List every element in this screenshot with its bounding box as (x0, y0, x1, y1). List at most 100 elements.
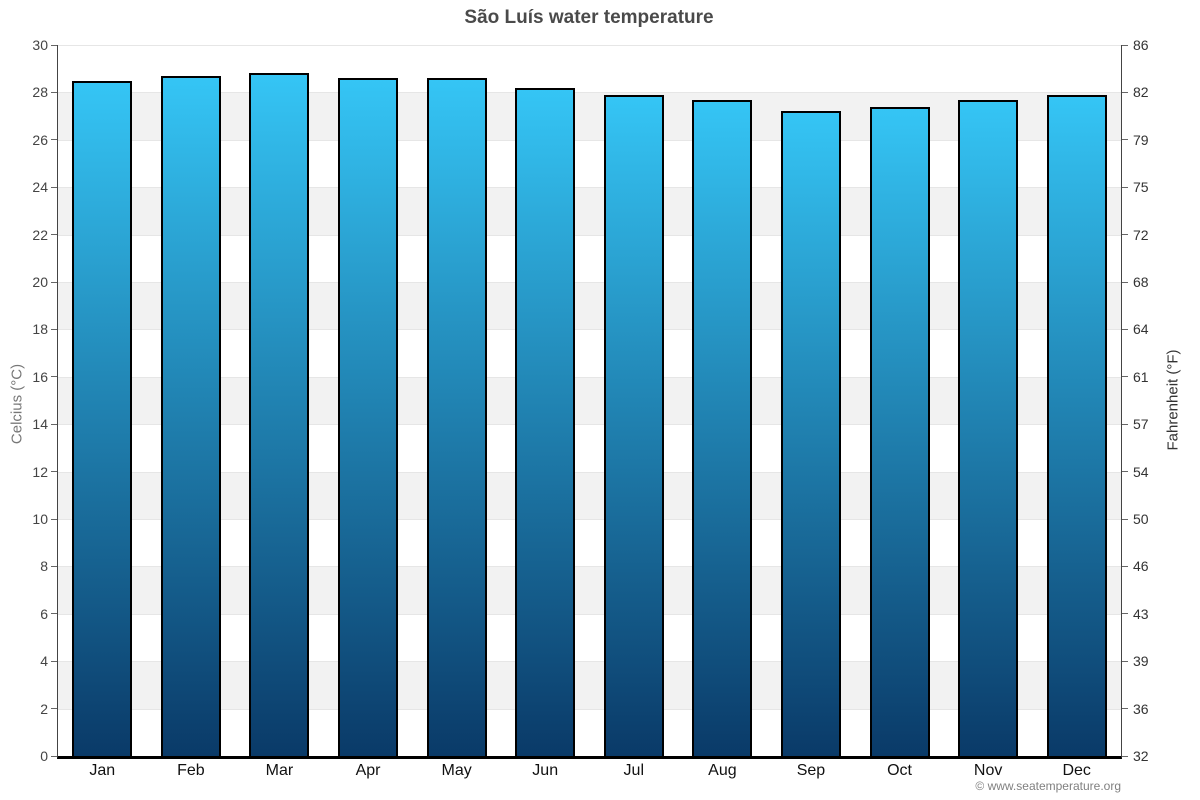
bar-jul[interactable] (603, 94, 664, 756)
bar-may[interactable] (426, 78, 487, 756)
gridline (58, 708, 1121, 710)
y-tick-label-fahrenheit: 57 (1133, 416, 1149, 433)
y-tick-label-fahrenheit: 50 (1133, 511, 1149, 527)
y-tick-mark-left (51, 234, 57, 236)
x-tick-label-jul: Jul (623, 762, 645, 779)
y-tick-mark-left (51, 139, 57, 141)
y-tick-mark-left (51, 44, 57, 46)
y-tick-label-celsius: 6 (40, 605, 48, 622)
plot-band (58, 519, 1121, 567)
y-tick-mark-left (51, 186, 57, 188)
x-tick-label-mar: Mar (265, 762, 294, 779)
plot-band (58, 376, 1121, 425)
y-tick-mark-right (1122, 139, 1128, 141)
y-axis-label-fahrenheit: Fahrenheit (°F) (1164, 349, 1182, 451)
y-tick-label-fahrenheit: 46 (1133, 558, 1149, 575)
gridline (58, 566, 1121, 568)
y-tick-mark-left (51, 471, 57, 473)
chart-title: São Luís water temperature (464, 7, 714, 28)
y-tick-label-fahrenheit: 39 (1133, 653, 1149, 670)
bar-apr[interactable] (338, 78, 399, 756)
bar-feb[interactable] (160, 75, 221, 756)
x-tick-label-aug: Aug (708, 762, 737, 779)
y-tick-mark-left (51, 281, 57, 283)
plot-band (58, 424, 1121, 472)
y-tick-label-fahrenheit: 79 (1133, 131, 1149, 148)
y-tick-mark-right (1122, 565, 1128, 567)
y-tick-label-fahrenheit: 75 (1133, 179, 1149, 196)
x-tick-label-jan: Jan (89, 762, 116, 779)
bar-sep[interactable] (780, 111, 841, 756)
x-tick-label-feb: Feb (177, 762, 205, 779)
plot-band (58, 566, 1121, 614)
y-tick-mark-left (51, 565, 57, 567)
gridline (58, 187, 1121, 189)
y-tick-mark-left (51, 423, 57, 425)
y-tick-label-fahrenheit: 86 (1133, 37, 1149, 53)
y-tick-label-fahrenheit: 72 (1133, 226, 1149, 243)
attribution-link[interactable]: © www.seatemperature.org (975, 779, 1121, 793)
y-tick-mark-right (1122, 91, 1128, 93)
plot-band (58, 329, 1121, 377)
y-tick-label-fahrenheit: 61 (1133, 368, 1149, 385)
y-tick-label-celsius: 20 (32, 274, 48, 290)
gridline (58, 613, 1121, 615)
y-tick-mark-right (1122, 328, 1128, 330)
plot-band (58, 613, 1121, 662)
bar-nov[interactable] (958, 99, 1019, 756)
y-tick-mark-right (1122, 708, 1128, 710)
y-tick-label-fahrenheit: 54 (1133, 463, 1149, 480)
y-tick-label-celsius: 0 (40, 748, 48, 764)
y-tick-label-fahrenheit: 32 (1133, 748, 1149, 764)
y-tick-label-celsius: 10 (32, 511, 48, 527)
y-tick-label-celsius: 12 (32, 463, 48, 480)
plot-band (58, 282, 1121, 330)
x-tick-label-sep: Sep (796, 762, 826, 779)
plot-band (58, 471, 1121, 519)
x-tick-label-apr: Apr (355, 762, 381, 779)
gridline (58, 92, 1121, 94)
x-tick-label-dec: Dec (1062, 762, 1091, 779)
y-tick-label-celsius: 24 (32, 179, 48, 196)
x-tick-label-may: May (441, 762, 472, 779)
gridline (58, 376, 1121, 378)
y-tick-mark-left (51, 518, 57, 520)
bar-jun[interactable] (515, 87, 576, 756)
y-tick-mark-left (51, 376, 57, 378)
y-tick-label-celsius: 18 (32, 321, 48, 338)
bar-jan[interactable] (72, 80, 133, 756)
plot-band (58, 45, 1121, 93)
plot-band (58, 92, 1121, 140)
y-tick-mark-right (1122, 234, 1128, 236)
bar-aug[interactable] (692, 99, 753, 756)
gridline (58, 471, 1121, 473)
y-tick-label-celsius: 16 (32, 368, 48, 385)
y-tick-mark-right (1122, 660, 1128, 662)
y-tick-label-fahrenheit: 68 (1133, 274, 1149, 290)
y-tick-label-celsius: 4 (40, 653, 48, 670)
y-tick-mark-right (1122, 44, 1128, 46)
bar-mar[interactable] (249, 73, 310, 756)
y-tick-mark-right (1122, 755, 1128, 757)
y-tick-mark-right (1122, 423, 1128, 425)
y-tick-label-celsius: 14 (32, 416, 48, 433)
y-tick-label-celsius: 2 (40, 700, 48, 717)
bar-oct[interactable] (869, 106, 930, 756)
y-tick-label-fahrenheit: 36 (1133, 700, 1149, 717)
y-tick-label-fahrenheit: 82 (1133, 84, 1149, 101)
gridline (58, 424, 1121, 426)
y-tick-label-fahrenheit: 64 (1133, 321, 1149, 338)
plot-band (58, 708, 1121, 756)
y-tick-mark-left (51, 91, 57, 93)
gridline (58, 282, 1121, 283)
y-tick-mark-left (51, 708, 57, 710)
y-tick-mark-right (1122, 613, 1128, 615)
y-tick-label-celsius: 30 (32, 37, 48, 53)
bar-dec[interactable] (1046, 94, 1107, 756)
y-tick-mark-right (1122, 186, 1128, 188)
y-tick-label-celsius: 22 (32, 226, 48, 243)
y-tick-label-fahrenheit: 43 (1133, 605, 1149, 622)
gridline (58, 45, 1121, 46)
y-tick-mark-left (51, 660, 57, 662)
